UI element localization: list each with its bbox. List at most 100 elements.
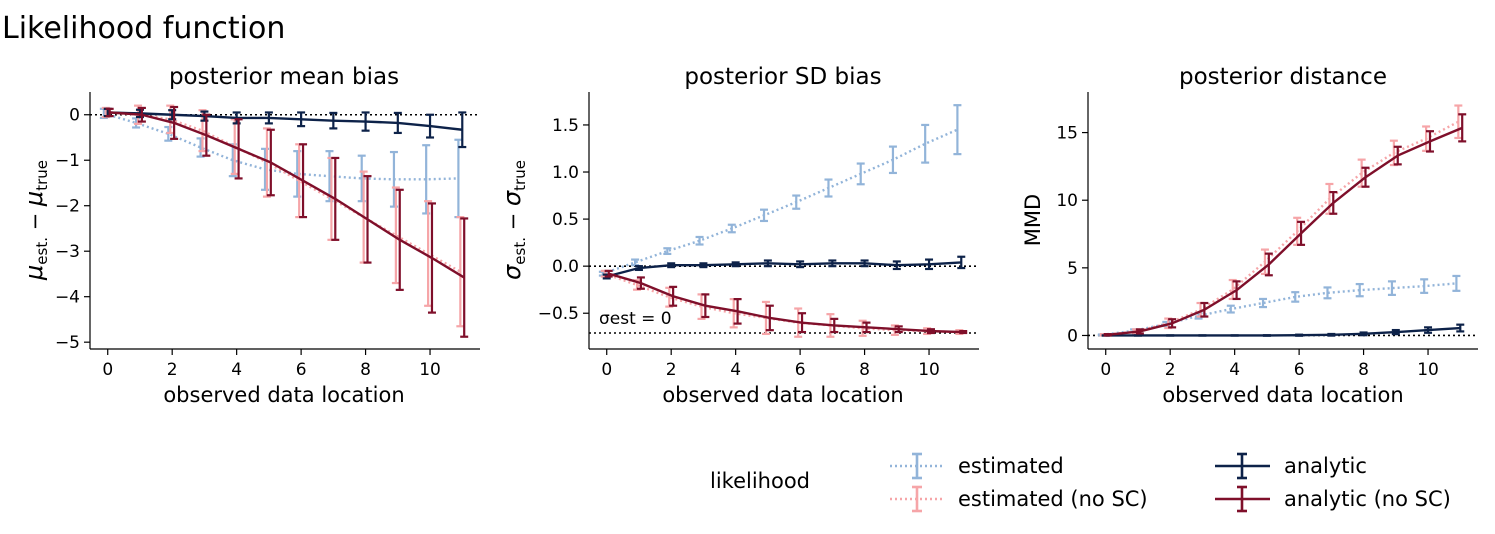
series-line bbox=[1103, 120, 1459, 336]
y-tick-label: 0 bbox=[69, 106, 80, 126]
error-bar bbox=[824, 178, 833, 198]
error-bar bbox=[1135, 328, 1144, 335]
y-tick-label: 15 bbox=[1056, 124, 1078, 144]
error-bar bbox=[170, 105, 179, 140]
panel-mean-bias: posterior mean bias 0 2 4 6 8 10 0 −1 −2 −3 −4 −5 o… bbox=[20, 64, 480, 407]
legend-label-analytic-no-sc: analytic (no SC) bbox=[1284, 487, 1451, 511]
series-line bbox=[103, 112, 459, 181]
x-tick-label: 2 bbox=[666, 360, 677, 380]
error-bar bbox=[798, 312, 807, 334]
panel-title-mean: posterior mean bias bbox=[169, 64, 399, 90]
error-bar bbox=[888, 145, 897, 175]
x-tick-label: 2 bbox=[167, 360, 178, 380]
series-line bbox=[107, 111, 463, 131]
error-bar bbox=[1454, 104, 1463, 140]
error-bar bbox=[699, 262, 708, 269]
error-bar bbox=[458, 111, 467, 149]
legend-entry-analytic-no-sc: analytic (no SC) bbox=[1215, 485, 1451, 513]
error-bar bbox=[1420, 278, 1429, 294]
error-bar bbox=[299, 143, 308, 219]
error-bar bbox=[262, 127, 271, 198]
y-tick-label: −5 bbox=[55, 333, 80, 353]
x-tick-label: 4 bbox=[231, 360, 242, 380]
series-estimated-no-sc bbox=[1099, 104, 1463, 337]
x-axis-label-mean: observed data location bbox=[163, 383, 404, 407]
series-estimated bbox=[1097, 274, 1461, 337]
x-tick-label: 8 bbox=[859, 360, 870, 380]
error-bar bbox=[663, 247, 672, 256]
series-estimated bbox=[598, 104, 962, 277]
series-line bbox=[1107, 126, 1463, 336]
legend-entry-estimated-no-sc: estimated (no SC) bbox=[890, 485, 1148, 513]
y-tick-label: 1.5 bbox=[552, 116, 579, 136]
panel-title-distance: posterior distance bbox=[1179, 64, 1387, 90]
error-bar bbox=[361, 111, 370, 132]
error-bar bbox=[1456, 323, 1465, 333]
error-bar bbox=[860, 259, 869, 268]
error-bar bbox=[137, 106, 146, 123]
error-bar bbox=[1391, 328, 1400, 336]
error-bar bbox=[460, 217, 469, 338]
x-tick-label: 6 bbox=[296, 360, 307, 380]
error-bar bbox=[1297, 220, 1306, 246]
x-tick-label: 6 bbox=[795, 360, 806, 380]
y-tick-label: 0 bbox=[1067, 326, 1078, 346]
panel-sd-bias: posterior SD bias 0 2 4 6 8 10 1.5 1.0 0.5 0.0 −0.… bbox=[498, 64, 979, 407]
x-tick-label: 10 bbox=[419, 360, 441, 380]
error-bar bbox=[701, 293, 710, 319]
error-bar bbox=[667, 262, 676, 269]
error-bar bbox=[297, 111, 306, 128]
error-bar bbox=[957, 255, 966, 270]
legend: likelihood estimated estimated (no SC) a… bbox=[710, 452, 1451, 513]
error-bar bbox=[1226, 304, 1235, 314]
y-axis-label-sd: σest. − σtrue bbox=[498, 160, 529, 280]
panel-distance: posterior distance 0 2 4 6 8 10 15 10 5 0 observe… bbox=[1021, 64, 1478, 407]
error-bar bbox=[1327, 332, 1336, 337]
legend-title: likelihood bbox=[710, 469, 810, 493]
error-bar bbox=[1291, 291, 1300, 303]
error-bar bbox=[105, 107, 114, 118]
error-bar bbox=[1259, 297, 1268, 309]
series-estimated bbox=[99, 107, 463, 219]
error-bar bbox=[424, 200, 433, 307]
error-bar bbox=[760, 208, 769, 223]
error-bar bbox=[959, 330, 968, 335]
error-bar bbox=[266, 128, 275, 197]
series-estimated-no-sc bbox=[101, 104, 465, 328]
series-line bbox=[602, 128, 958, 275]
x-tick-label: 2 bbox=[1165, 360, 1176, 380]
error-bar bbox=[925, 258, 934, 271]
y-tick-label: 0.0 bbox=[552, 257, 579, 277]
error-bar bbox=[456, 215, 465, 328]
legend-label-analytic: analytic bbox=[1284, 454, 1367, 478]
legend-entry-analytic: analytic bbox=[1215, 452, 1367, 480]
series-group-distance bbox=[1097, 104, 1467, 337]
error-bar bbox=[727, 223, 736, 234]
x-tick-label: 4 bbox=[1229, 360, 1240, 380]
y-tick-label: −4 bbox=[55, 288, 80, 308]
error-bar bbox=[765, 304, 774, 332]
x-tick-label: 6 bbox=[1294, 360, 1305, 380]
x-axis-label-sd: observed data location bbox=[662, 383, 903, 407]
y-tick-label: 5 bbox=[1067, 259, 1078, 279]
x-tick-label: 4 bbox=[730, 360, 741, 380]
error-bar bbox=[1458, 113, 1467, 143]
legend-entry-estimated: estimated bbox=[890, 452, 1064, 480]
sigma-zero-annotation: σest = 0 bbox=[599, 309, 672, 329]
error-bar bbox=[1393, 145, 1402, 166]
error-bar bbox=[427, 202, 436, 314]
error-bar bbox=[1359, 331, 1368, 337]
series-line bbox=[105, 111, 461, 273]
x-tick-label: 8 bbox=[360, 360, 371, 380]
series-analytic bbox=[602, 255, 966, 280]
series-group-mean bbox=[99, 104, 469, 338]
legend-label-estimated-no-sc: estimated (no SC) bbox=[958, 487, 1148, 511]
error-bar bbox=[926, 328, 935, 335]
y-tick-label: 10 bbox=[1056, 191, 1078, 211]
x-tick-label: 0 bbox=[102, 360, 113, 380]
error-bar bbox=[604, 269, 613, 278]
series-line bbox=[1105, 326, 1461, 337]
error-bar bbox=[953, 104, 962, 156]
x-tick-label: 0 bbox=[1100, 360, 1111, 380]
